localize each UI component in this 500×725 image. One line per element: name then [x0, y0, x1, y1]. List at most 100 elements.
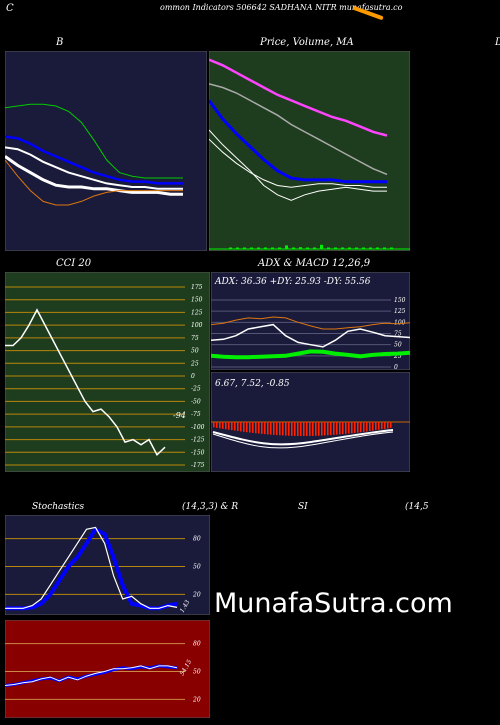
series-line-3 [5, 155, 183, 196]
y-tick-label: 25 [190, 360, 199, 367]
cci-value-label: -94 [173, 411, 186, 420]
series-line-1 [211, 316, 410, 330]
y-tick-label: 80 [193, 536, 201, 543]
y-tick-label: -100 [191, 424, 205, 431]
macd-histogram-bar [387, 422, 389, 429]
macd-histogram-bar [357, 422, 359, 433]
macd-histogram-bar [291, 422, 293, 436]
y-tick-label: 50 [394, 342, 402, 349]
volume-bar [306, 247, 309, 249]
macd-histogram-bar [378, 422, 380, 430]
macd-histogram-bar [246, 422, 248, 433]
volume-bar [278, 247, 281, 249]
macd-histogram-bar [345, 422, 347, 434]
volume-bar [243, 247, 246, 249]
macd-histogram-bar [303, 422, 305, 436]
macd-histogram-bar [228, 422, 230, 430]
macd-histogram-bar [249, 422, 251, 433]
bb-chart [5, 51, 207, 251]
macd-signal-line [212, 431, 394, 449]
macd-histogram-bar [384, 422, 386, 429]
y-tick-label: 125 [394, 308, 406, 315]
y-tick-label: 175 [191, 284, 203, 291]
macd-histogram-bar [390, 422, 392, 428]
volume-bar [376, 247, 379, 249]
series-line-2 [5, 146, 183, 190]
macd-histogram-bar [258, 422, 260, 434]
y-tick-label: 20 [192, 591, 201, 598]
y-tick-label: 50 [193, 669, 201, 676]
macd-histogram-bar [354, 422, 356, 433]
macd-readout: 6.67, 7.52, -0.85 [215, 379, 290, 389]
series-line-1 [5, 526, 178, 609]
y-tick-label: 100 [394, 319, 406, 326]
y-tick-label: 80 [193, 641, 201, 648]
y-tick-label: -75 [191, 411, 201, 418]
macd-chart: 6.67, 7.52, -0.85 [211, 372, 410, 472]
macd-histogram-bar [270, 422, 272, 435]
volume-bar [369, 247, 372, 249]
macd-histogram-bar [369, 422, 371, 431]
macd-histogram-bar [267, 422, 269, 435]
macd-histogram-bar [243, 422, 245, 432]
volume-bar [362, 247, 365, 249]
macd-histogram-bar [375, 422, 377, 431]
macd-histogram-bar [318, 422, 320, 436]
series-line-0 [5, 308, 166, 457]
series-line-4 [209, 129, 387, 201]
watermark: MunafaSutra.com [214, 588, 453, 619]
volume-bar [271, 247, 274, 249]
volume-bar [320, 244, 323, 249]
y-tick-label: 150 [191, 297, 203, 304]
series-line-0 [211, 349, 410, 360]
volume-bar [285, 245, 288, 249]
rsi-params: (14,5 [405, 502, 429, 512]
macd-histogram-bar [216, 422, 218, 428]
volume-bar [348, 247, 351, 249]
header-left-letter: C [6, 3, 14, 14]
macd-histogram-bar [342, 422, 344, 435]
macd-histogram-bar [312, 422, 314, 436]
rsi-label: SI [298, 502, 308, 512]
volume-bar [292, 247, 295, 249]
macd-histogram-bar [252, 422, 254, 433]
volume-bar [236, 247, 239, 249]
y-tick-label: 50 [193, 564, 201, 571]
volume-bar [264, 247, 267, 249]
y-tick-label: 20 [192, 696, 201, 703]
macd-line [212, 429, 394, 446]
volume-bar [313, 247, 316, 249]
macd-histogram-bar [339, 422, 341, 435]
macd-histogram-bar [279, 422, 281, 436]
macd-histogram-bar [276, 422, 278, 436]
series-line-0 [5, 103, 183, 179]
adx-label: ADX & MACD 12,26,9 [258, 258, 371, 269]
y-tick-label: -150 [191, 449, 205, 456]
macd-histogram-bar [237, 422, 239, 431]
volume-bar [327, 247, 330, 249]
macd-histogram-bar [363, 422, 365, 432]
macd-histogram-bar [282, 422, 284, 436]
macd-histogram-bar [333, 422, 335, 435]
macd-histogram-bar [309, 422, 311, 436]
macd-histogram-bar [360, 422, 362, 433]
volume-bar [299, 247, 302, 249]
macd-histogram-bar [348, 422, 350, 434]
macd-histogram-bar [330, 422, 332, 436]
macd-histogram-bar [219, 422, 221, 429]
macd-histogram-bar [381, 422, 383, 430]
series-line-1 [5, 665, 178, 686]
y-tick-label: 125 [191, 309, 203, 316]
header-right-letter: D [495, 37, 500, 48]
macd-histogram-bar [231, 422, 233, 431]
series-line-0 [209, 58, 388, 137]
stoch-label: Stochastics [32, 502, 85, 512]
y-tick-label: 25 [393, 353, 402, 360]
price-label: Price, Volume, MA [260, 37, 354, 48]
y-tick-label: 50 [191, 348, 199, 355]
adx-readout: ADX: 36.36 +DY: 25.93 -DY: 55.56 [214, 277, 371, 287]
series-line-1 [5, 135, 183, 185]
series-line-1 [209, 83, 388, 176]
